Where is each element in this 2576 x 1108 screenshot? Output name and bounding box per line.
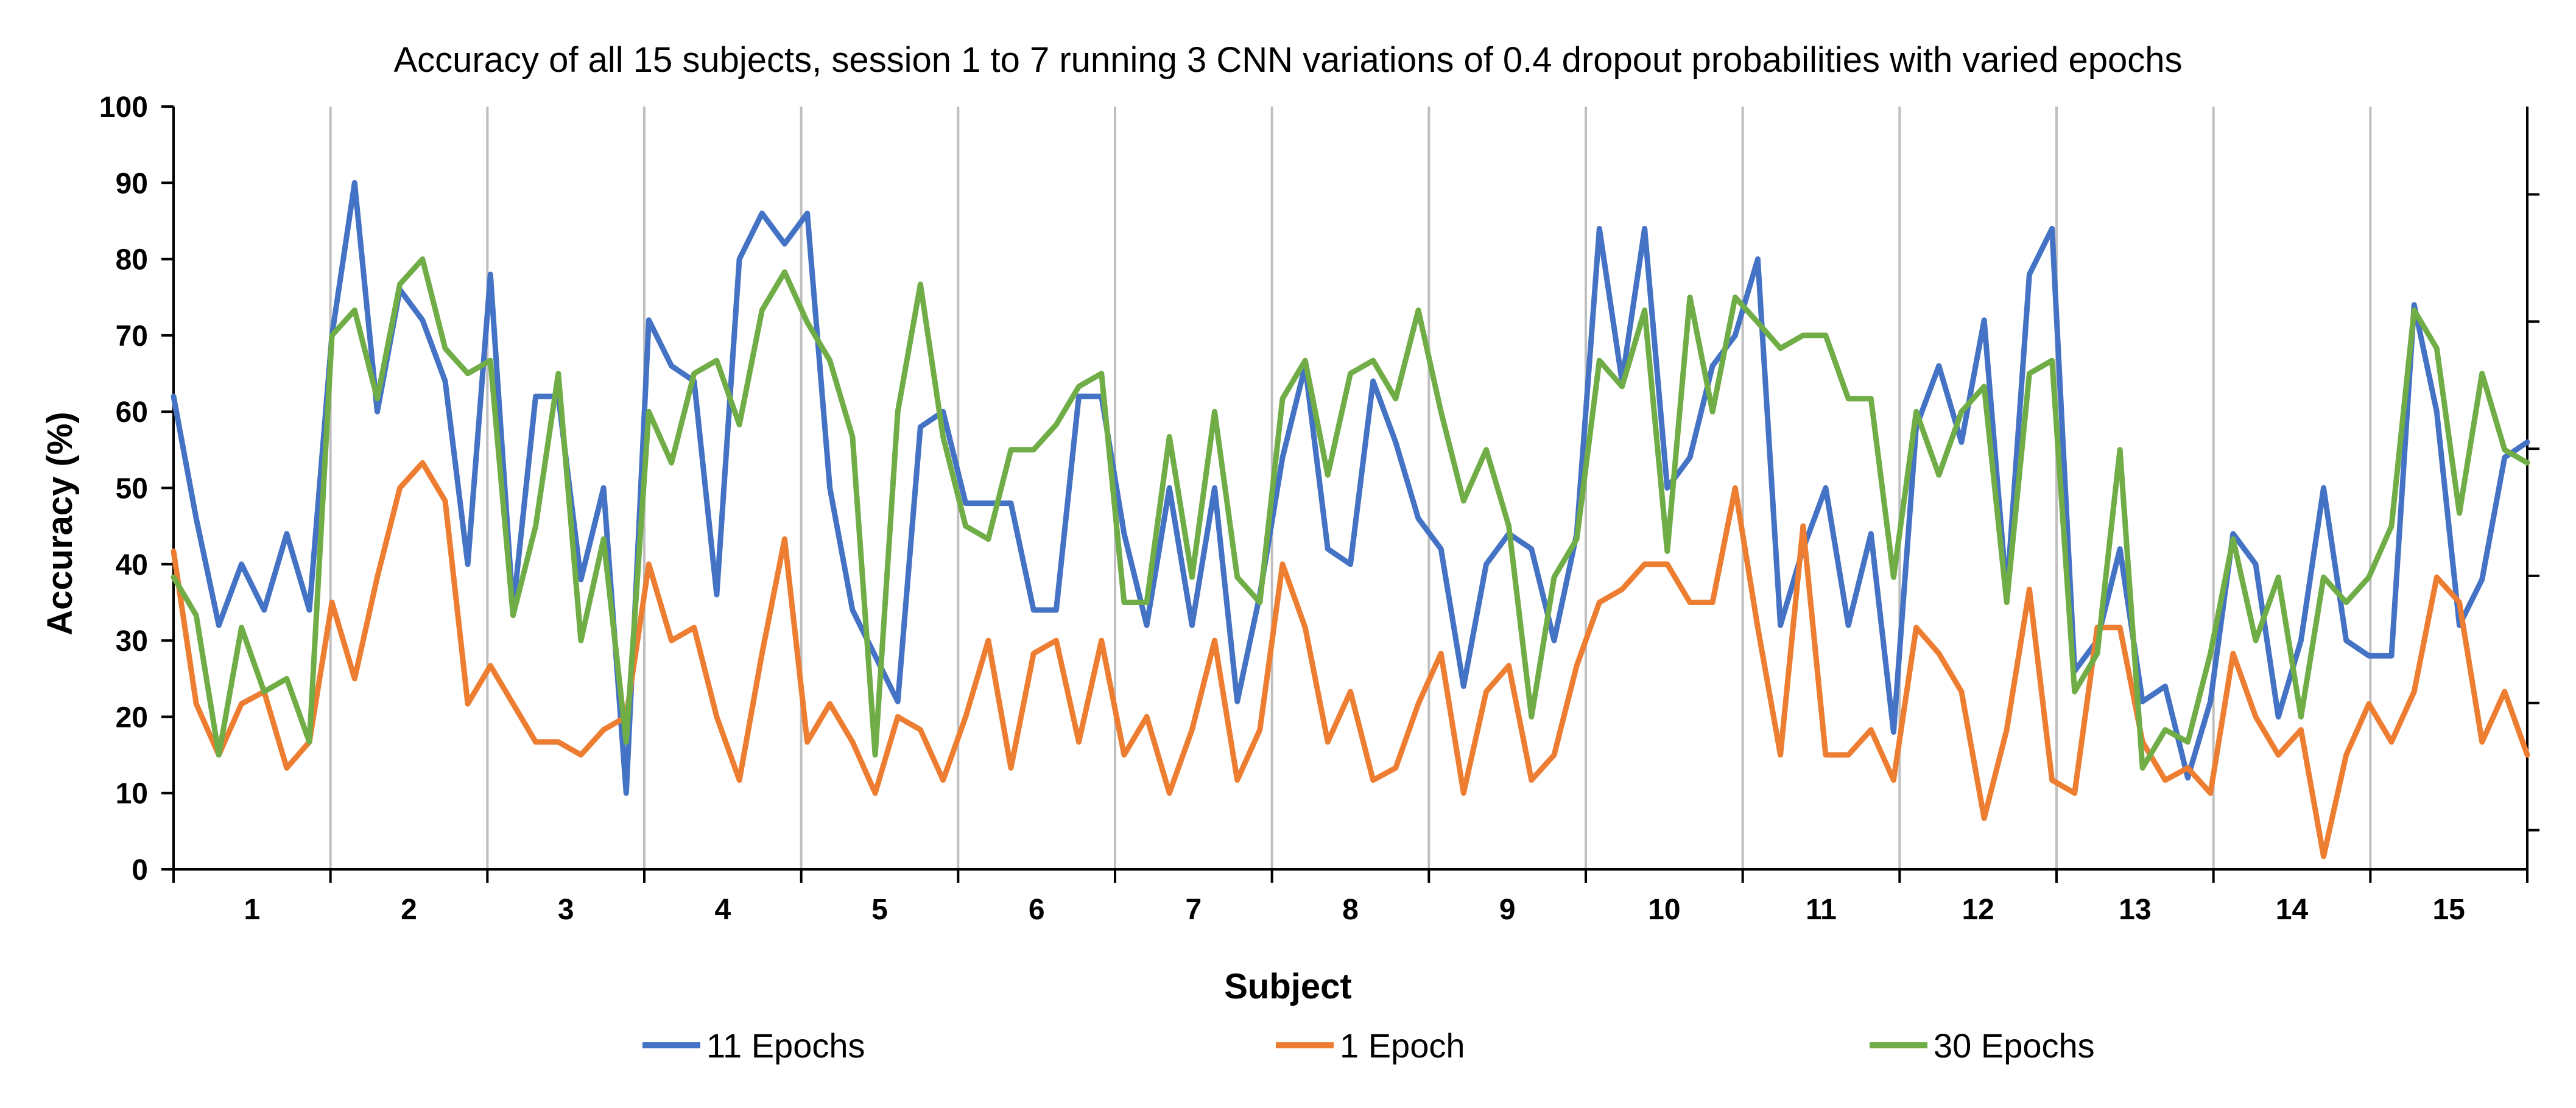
x-tick-label: 4	[714, 894, 731, 926]
x-tick-label: 8	[1342, 894, 1359, 926]
series-line-2	[171, 460, 2530, 860]
x-tick-label: 15	[2432, 894, 2465, 926]
x-tick-label: 7	[1185, 894, 1202, 926]
legend-label: 11 Epochs	[706, 1026, 865, 1065]
x-tick-label: 9	[1499, 894, 1516, 926]
y-tick-label: 0	[132, 854, 148, 886]
y-tick-label: 20	[116, 701, 148, 734]
x-axis-title: Subject	[1224, 967, 1352, 1006]
legend-label: 1 Epoch	[1340, 1026, 1465, 1065]
x-tick-label: 1	[244, 894, 260, 926]
y-tick-label: 90	[116, 167, 148, 200]
x-tick-label: 14	[2276, 894, 2309, 926]
x-tick-label: 13	[2119, 894, 2151, 926]
y-axis-title: Accuracy (%)	[40, 412, 80, 635]
x-tick-label: 3	[558, 894, 574, 926]
legend-label: 30 Epochs	[1934, 1026, 2095, 1065]
y-tick-label: 100	[99, 91, 148, 124]
y-tick-label: 60	[116, 396, 148, 429]
y-tick-label: 70	[116, 320, 148, 352]
x-tick-label: 11	[1806, 894, 1837, 926]
x-tick-label: 6	[1029, 894, 1045, 926]
x-tick-label: 2	[401, 894, 417, 926]
series-line-3	[171, 256, 2530, 771]
y-tick-label: 40	[116, 549, 148, 581]
series-layer	[171, 180, 2530, 860]
y-tick-label: 50	[116, 473, 148, 505]
x-tick-label: 5	[871, 894, 888, 926]
y-tick-label: 80	[116, 244, 148, 276]
x-tick-label: 10	[1648, 894, 1680, 926]
x-tick-label: 12	[1962, 894, 1994, 926]
y-tick-label: 10	[116, 778, 148, 810]
y-tick-label: 30	[116, 625, 148, 657]
legend: 11 Epochs 1 Epoch 30 Epochs	[642, 1026, 2095, 1065]
chart-title: Accuracy of all 15 subjects, session 1 t…	[393, 40, 2182, 80]
